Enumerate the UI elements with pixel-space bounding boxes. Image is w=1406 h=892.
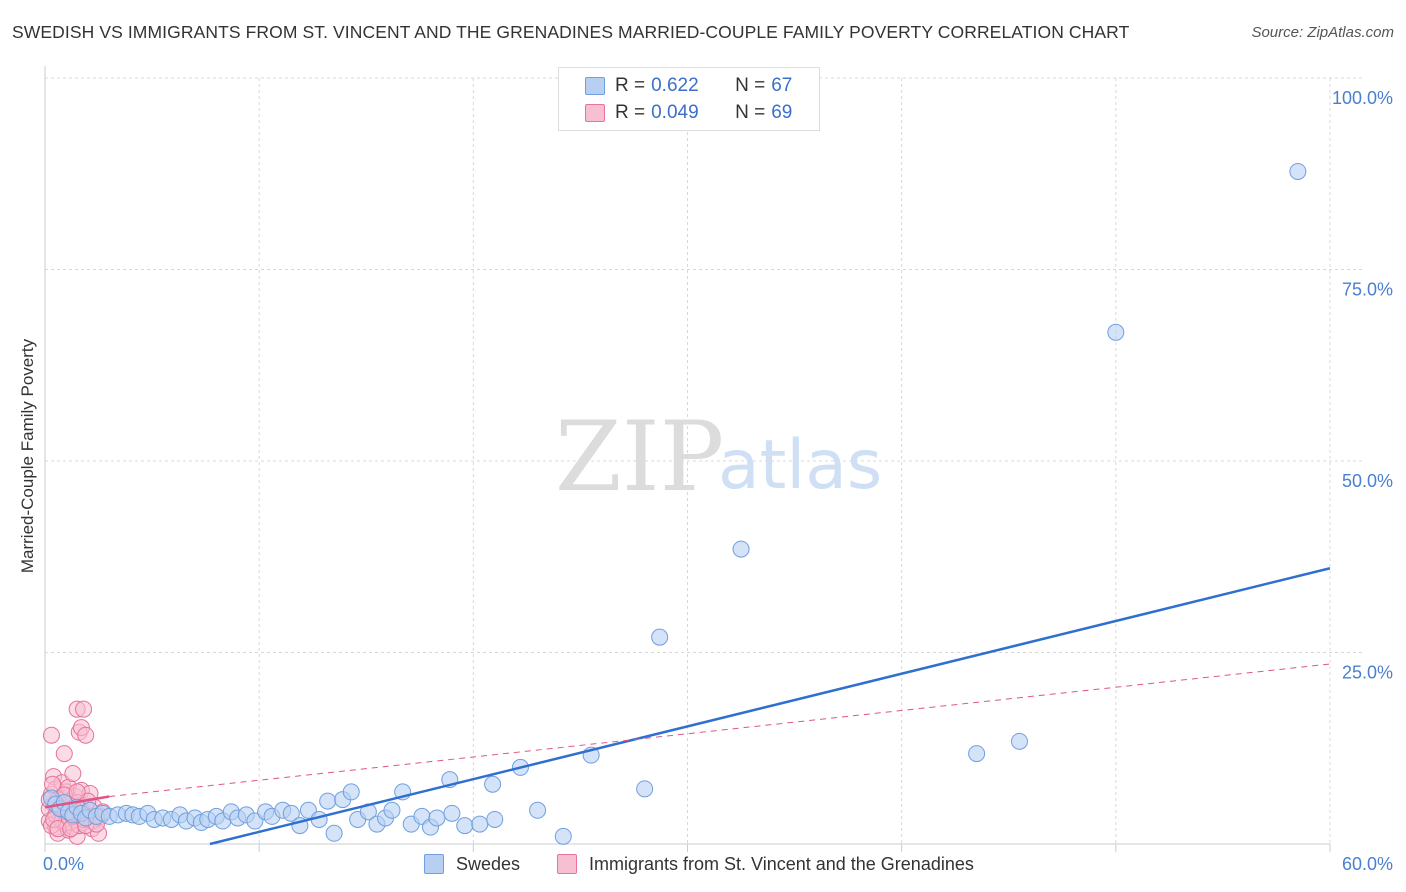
legend-label-swedes: Swedes — [456, 853, 521, 874]
data-point-immigrants — [42, 726, 60, 744]
data-point-swedes — [325, 824, 343, 842]
data-point-swedes — [554, 827, 572, 845]
data-point-immigrants — [75, 700, 93, 718]
data-point-swedes — [486, 810, 504, 828]
immigrants-swatch — [557, 854, 577, 874]
chart-title: SWEDISH VS IMMIGRANTS FROM ST. VINCENT A… — [12, 22, 1130, 42]
trend-line-swedes — [209, 567, 1331, 846]
legend-label-immigrants: Immigrants from St. Vincent and the Gren… — [589, 853, 974, 874]
data-point-swedes — [443, 804, 461, 822]
data-point-swedes — [651, 628, 669, 646]
swedes-swatch — [424, 854, 444, 874]
data-point-immigrants — [64, 765, 82, 783]
data-point-swedes — [636, 780, 654, 798]
data-point-swedes — [1107, 323, 1125, 341]
y-tick-label: 75.0% — [1342, 280, 1393, 300]
legend-r-value: 0.049 — [651, 102, 699, 123]
legend-n-value: 69 — [771, 102, 793, 123]
data-point-swedes — [732, 540, 750, 558]
stats-legend: R = 0.622 N = 67 R = 0.049 N = 69 — [558, 67, 820, 131]
legend-n-label: N = — [735, 75, 766, 96]
legend-swatch-pink — [585, 104, 605, 122]
legend-r-label: R = — [615, 75, 646, 96]
data-point-immigrants — [68, 783, 86, 801]
legend-r-value: 0.622 — [651, 75, 699, 96]
legend-r-label: R = — [615, 102, 646, 123]
source-credit: Source: ZipAtlas.com — [1251, 24, 1394, 41]
data-point-swedes — [342, 783, 360, 801]
data-point-swedes — [319, 792, 337, 810]
x-tick-label-max: 60.0% — [1342, 854, 1393, 874]
data-point-immigrants — [77, 726, 95, 744]
data-point-swedes — [383, 801, 401, 819]
data-point-swedes — [471, 815, 489, 833]
y-tick-label: 50.0% — [1342, 471, 1393, 491]
legend-n-value: 67 — [771, 75, 793, 96]
legend-row-immigrants: R = 0.049 N = 69 — [585, 100, 792, 126]
axes — [44, 66, 1331, 852]
blue-points — [42, 162, 1307, 845]
data-point-swedes — [1010, 732, 1028, 750]
y-tick-label: 25.0% — [1342, 663, 1393, 683]
trend-line-immigrants-dashed — [109, 663, 1331, 798]
data-point-swedes — [428, 809, 446, 827]
trend-line-immigrants-solid — [44, 795, 110, 809]
legend-swatch-blue — [585, 77, 605, 95]
watermark-zip: ZIP — [555, 401, 724, 513]
y-tick-label: 100.0% — [1332, 88, 1393, 108]
legend-row-swedes: R = 0.622 N = 67 — [585, 73, 792, 99]
data-point-immigrants — [55, 745, 73, 763]
watermark-atlas: atlas — [718, 426, 882, 505]
x-tick-label-min: 0.0% — [43, 854, 84, 874]
legend-item-swedes[interactable]: Swedes — [424, 850, 520, 878]
legend-n-label: N = — [735, 102, 766, 123]
watermark: ZIP atlas — [555, 401, 882, 513]
data-point-swedes — [968, 745, 986, 763]
data-point-swedes — [529, 801, 547, 819]
tick-labels: 25.0% 50.0% 75.0% 100.0% 0.0% 60.0% — [43, 88, 1393, 874]
trend-lines — [44, 567, 1331, 846]
data-point-swedes — [484, 775, 502, 793]
data-point-swedes — [456, 817, 474, 835]
data-point-swedes — [282, 804, 300, 822]
series-legend: Swedes Immigrants from St. Vincent and t… — [0, 850, 1406, 878]
data-point-swedes — [1289, 162, 1307, 180]
legend-item-immigrants[interactable]: Immigrants from St. Vincent and the Gren… — [557, 850, 974, 878]
